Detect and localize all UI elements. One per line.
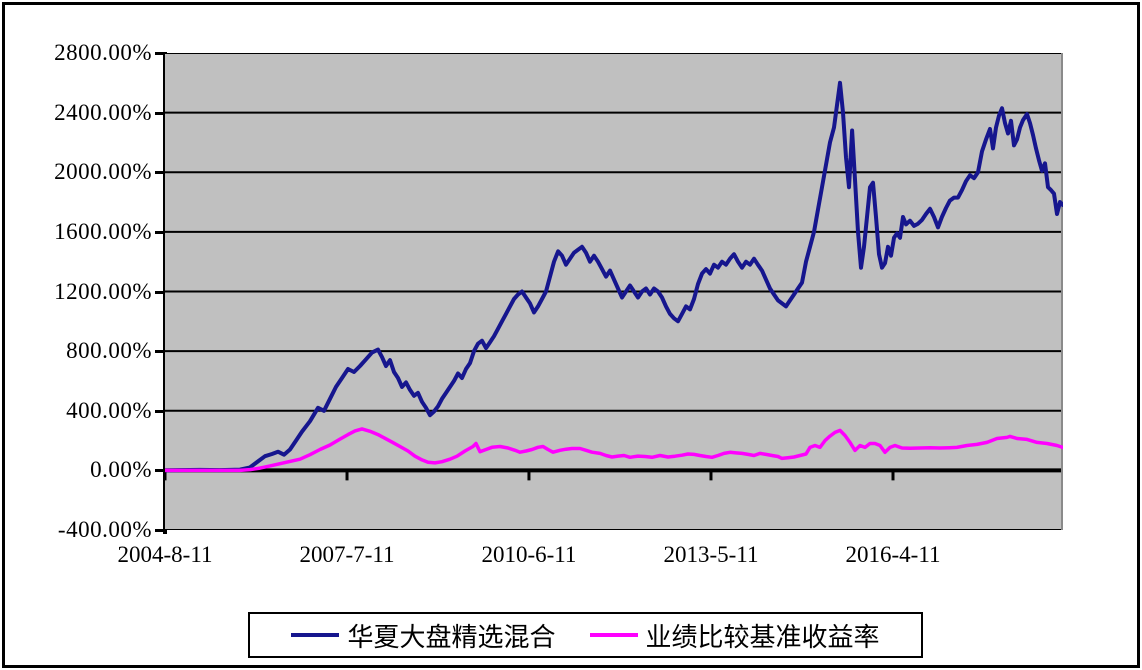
y-axis-tick (155, 529, 164, 532)
y-axis-tick (155, 171, 164, 175)
legend: 华夏大盘精选混合 业绩比较基准收益率 (248, 612, 923, 658)
y-axis-tick (155, 290, 164, 294)
y-axis-tick (155, 230, 164, 234)
series-line-1 (165, 427, 1063, 473)
legend-label-benchmark: 业绩比较基准收益率 (645, 621, 880, 652)
y-axis-label: 1200.00% (54, 278, 152, 304)
series-line-0 (165, 80, 1063, 473)
fund-line-sample-icon (291, 633, 340, 637)
y-axis-tick (155, 52, 164, 55)
plot-area (165, 53, 1063, 530)
x-axis-label: 2010-6-11 (481, 542, 577, 567)
x-axis-label: 2016-4-11 (845, 542, 941, 567)
y-axis-tick (155, 350, 164, 354)
legend-entry-benchmark: 业绩比较基准收益率 (589, 617, 880, 654)
y-axis-label: 400.00% (66, 397, 152, 423)
x-axis-label: 2013-5-11 (663, 542, 759, 567)
y-axis-label: 2400.00% (54, 99, 152, 125)
x-axis-label: 2007-7-11 (299, 542, 395, 567)
y-axis-tick (155, 111, 164, 115)
y-axis-label: 0.00% (90, 457, 152, 483)
y-axis-label: 1600.00% (54, 218, 152, 244)
benchmark-line-sample-icon (589, 633, 638, 637)
y-axis-label: 800.00% (66, 338, 152, 364)
y-axis-label: 2000.00% (54, 159, 152, 185)
y-axis-tick (155, 409, 164, 413)
y-axis-label: -400.00% (57, 517, 152, 542)
x-axis-label: 2004-8-11 (117, 542, 213, 567)
y-axis-tick (155, 469, 164, 473)
y-axis-label: 2800.00% (54, 40, 152, 65)
legend-label-fund: 华夏大盘精选混合 (347, 621, 556, 652)
legend-entry-fund: 华夏大盘精选混合 (291, 617, 556, 654)
